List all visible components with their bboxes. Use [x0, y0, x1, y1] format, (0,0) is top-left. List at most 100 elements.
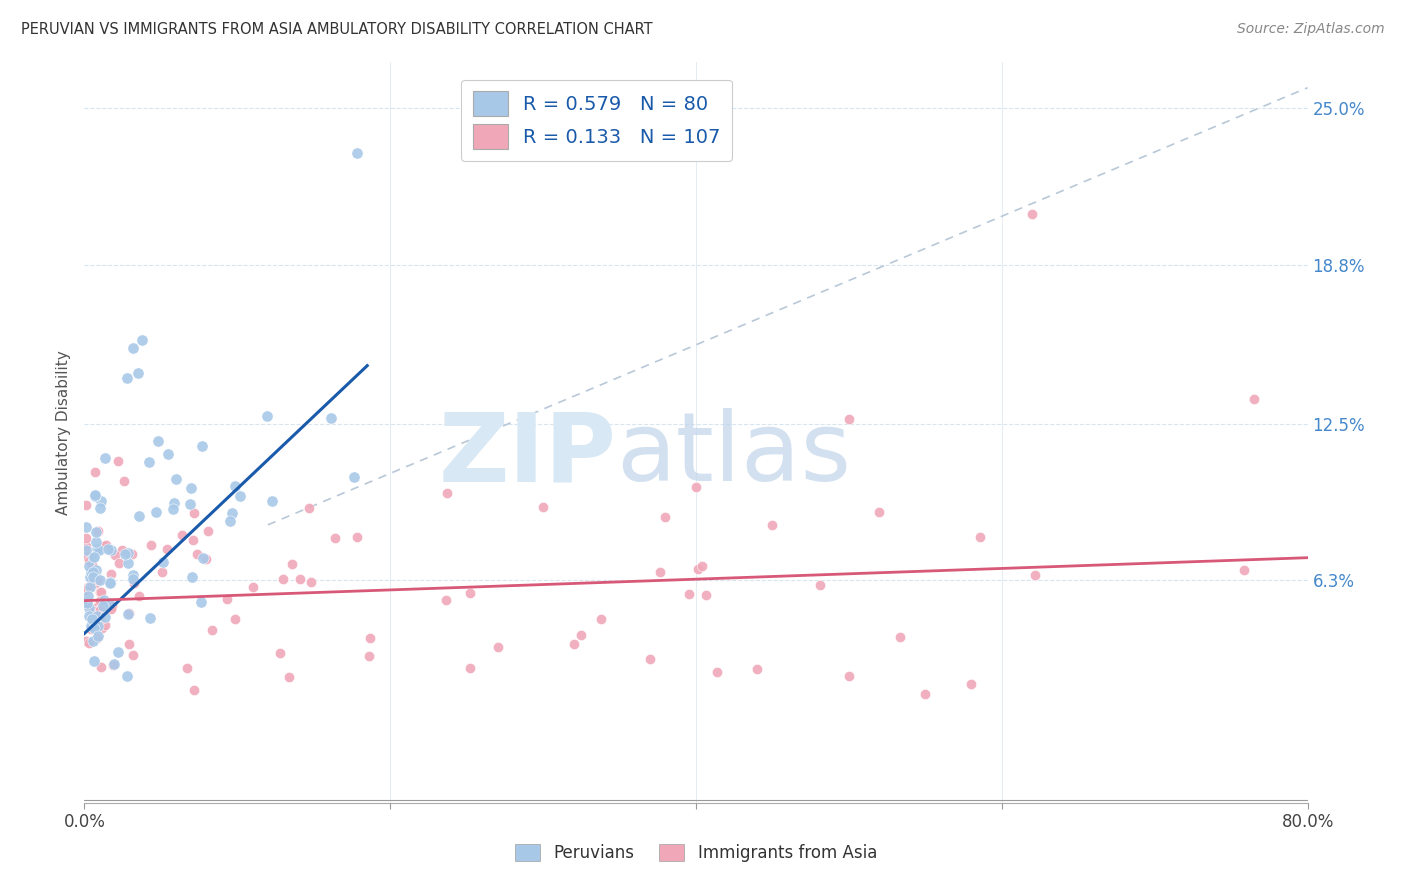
Point [90, 660, 112, 674]
Point [87, 543, 110, 558]
Point [638, 652, 661, 666]
Point [183, 506, 205, 520]
Point [89, 603, 111, 617]
Point [82, 549, 104, 564]
Point [139, 611, 162, 625]
Point [695, 588, 717, 602]
Point [98, 574, 121, 589]
Point [277, 670, 299, 684]
Text: ZIP: ZIP [439, 409, 616, 501]
Point [79, 580, 101, 594]
Point [112, 474, 135, 488]
Point [86, 572, 108, 586]
Point [1243, 392, 1265, 406]
Point [127, 366, 149, 380]
Point [79, 565, 101, 579]
Point [75, 531, 97, 545]
Point [357, 649, 380, 664]
Point [76, 549, 98, 563]
Point [104, 548, 127, 562]
Point [114, 547, 136, 561]
Point [914, 687, 936, 701]
Point [838, 669, 860, 683]
Point [94, 617, 117, 632]
Point [75, 542, 97, 557]
Point [190, 595, 212, 609]
Point [121, 648, 143, 662]
Point [281, 557, 304, 571]
Point [115, 669, 138, 683]
Point [808, 578, 831, 592]
Point [706, 665, 728, 679]
Point [180, 481, 202, 495]
Point [186, 547, 208, 561]
Point [298, 501, 321, 516]
Text: Source: ZipAtlas.com: Source: ZipAtlas.com [1237, 22, 1385, 37]
Point [93, 592, 115, 607]
Point [94, 610, 117, 624]
Point [89, 500, 111, 515]
Point [165, 472, 187, 486]
Point [75, 582, 97, 597]
Point [218, 514, 240, 528]
Point [118, 637, 141, 651]
Point [685, 480, 707, 494]
Point [224, 479, 246, 493]
Point [89, 585, 111, 599]
Point [299, 574, 322, 589]
Point [84, 535, 107, 549]
Point [224, 611, 246, 625]
Point [89, 541, 111, 555]
Point [1021, 207, 1043, 221]
Point [256, 409, 278, 423]
Point [111, 543, 134, 558]
Point [562, 637, 585, 651]
Point [89, 593, 111, 607]
Point [77, 636, 100, 650]
Point [157, 447, 180, 461]
Point [86, 541, 108, 556]
Point [569, 628, 592, 642]
Point [117, 557, 139, 571]
Point [108, 556, 131, 570]
Point [77, 600, 100, 615]
Point [176, 660, 198, 674]
Point [117, 607, 139, 621]
Point [346, 530, 368, 544]
Point [191, 551, 214, 566]
Point [183, 533, 205, 548]
Point [183, 683, 205, 698]
Point [82, 612, 104, 626]
Point [101, 657, 124, 672]
Point [98, 596, 121, 610]
Point [747, 662, 769, 676]
Point [84, 563, 107, 577]
Point [889, 630, 911, 644]
Point [75, 633, 97, 648]
Point [486, 640, 509, 655]
Point [87, 524, 110, 538]
Point [77, 559, 100, 574]
Point [686, 562, 709, 576]
Point [97, 542, 120, 557]
Point [80, 622, 103, 636]
Point [436, 486, 458, 500]
Point [76, 580, 98, 594]
Point [648, 565, 671, 579]
Point [838, 411, 860, 425]
Point [131, 334, 153, 348]
Point [162, 501, 184, 516]
Point [960, 677, 983, 691]
Point [100, 602, 122, 616]
Point [115, 371, 138, 385]
Point [1024, 567, 1046, 582]
Point [75, 498, 97, 512]
Point [678, 587, 700, 601]
Point [122, 341, 145, 355]
Point [76, 598, 98, 612]
Point [89, 603, 111, 617]
Legend: Peruvians, Immigrants from Asia: Peruvians, Immigrants from Asia [509, 837, 883, 869]
Point [75, 539, 97, 553]
Point [121, 572, 143, 586]
Point [89, 573, 111, 587]
